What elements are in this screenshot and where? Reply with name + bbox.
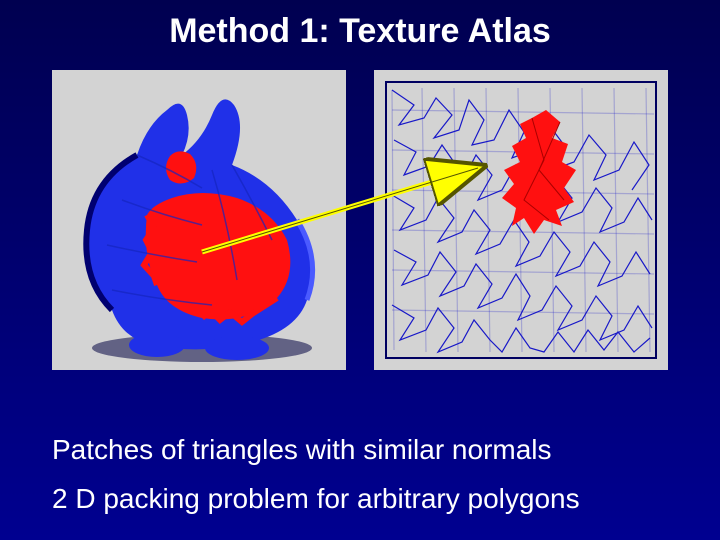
slide-title: Method 1: Texture Atlas	[0, 12, 720, 51]
left-panel-bunny	[52, 70, 346, 370]
atlas-wireframe-icon	[374, 70, 668, 370]
title-text: Method 1: Texture Atlas	[169, 12, 551, 50]
figure-row	[52, 70, 668, 370]
bunny-mesh-icon	[52, 70, 346, 370]
right-panel-atlas	[374, 70, 668, 370]
bullet-list: Patches of triangles with similar normal…	[52, 418, 680, 516]
bullet-2: 2 D packing problem for arbitrary polygo…	[52, 481, 680, 516]
bullet-1: Patches of triangles with similar normal…	[52, 432, 680, 467]
